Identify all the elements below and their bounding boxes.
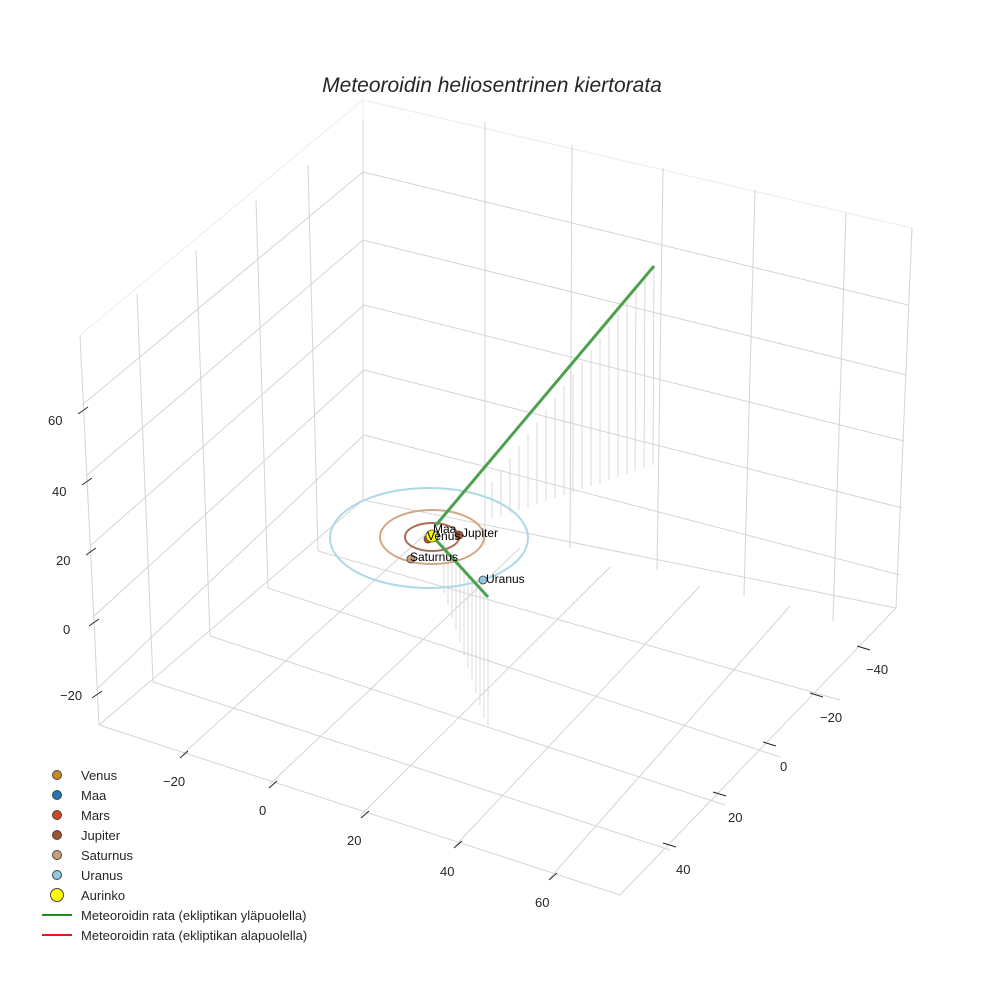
legend-item-jupiter[interactable]: Jupiter: [40, 825, 307, 845]
y-tick-40: 40: [676, 862, 690, 877]
jupiter-dot-icon: [52, 830, 62, 840]
left-wall-grid: [79, 120, 365, 726]
red-line-icon: [42, 934, 72, 936]
legend-item-saturnus[interactable]: Saturnus: [40, 845, 307, 865]
venus-dot-icon: [52, 770, 62, 780]
x-tick-minus20: −20: [163, 774, 185, 789]
z-tick-0: 0: [63, 622, 70, 637]
uranus-marker: [478, 575, 488, 585]
legend-label: Venus: [81, 767, 118, 783]
label-saturnus: Saturnus: [410, 550, 458, 564]
green-line-icon: [42, 914, 72, 916]
legend-item-maa[interactable]: Maa: [40, 785, 307, 805]
chart-title: Meteoroidin heliosentrinen kiertorata: [322, 74, 662, 97]
sun-dot-icon: [50, 888, 64, 902]
saturnus-orbit: [379, 509, 485, 565]
jupiter-marker: [454, 530, 464, 540]
z-tick-40: 40: [52, 484, 66, 499]
uranus-orbit: [329, 487, 529, 589]
label-venus: Venus: [427, 529, 460, 543]
legend-label: Aurinko: [81, 887, 126, 903]
y-tick-20: 20: [728, 810, 742, 825]
legend-label: Meteoroidin rata (ekliptikan alapuolella…: [81, 927, 308, 943]
sun-marker: [425, 529, 439, 543]
legend-label: Uranus: [81, 867, 123, 883]
maa-dot-icon: [52, 790, 62, 800]
right-wall-grid: [362, 122, 913, 622]
z-tick-20: 20: [56, 553, 70, 568]
legend-label: Meteoroidin rata (ekliptikan yläpuolella…: [81, 907, 307, 923]
z-tick-minus20: −20: [60, 688, 82, 703]
pane-edges: [79, 99, 913, 500]
label-jupiter: Jupiter: [462, 526, 498, 540]
legend-label: Jupiter: [81, 827, 121, 843]
x-tick-40: 40: [440, 864, 454, 879]
x-tick-0: 0: [259, 803, 266, 818]
legend-item-uranus[interactable]: Uranus: [40, 865, 307, 885]
legend: Venus Maa Mars Jupiter Saturnus Uranus A…: [40, 765, 307, 945]
x-tick-60: 60: [535, 895, 549, 910]
legend-item-mars[interactable]: Mars: [40, 805, 307, 825]
legend-label: Saturnus: [81, 847, 134, 863]
saturnus-marker: [406, 554, 416, 564]
y-tick-minus20: −20: [820, 710, 842, 725]
legend-item-venus[interactable]: Venus: [40, 765, 307, 785]
y-tick-0: 0: [780, 759, 787, 774]
legend-label: Maa: [81, 787, 107, 803]
y-tick-minus40: −40: [866, 662, 888, 677]
label-uranus: Uranus: [486, 572, 525, 586]
saturnus-dot-icon: [52, 850, 62, 860]
legend-item-trajectory-above[interactable]: Meteoroidin rata (ekliptikan yläpuolella…: [40, 905, 307, 925]
orbits: [329, 487, 529, 589]
planets: [406, 529, 488, 585]
uranus-dot-icon: [52, 870, 62, 880]
meteoroid-trajectory: [434, 265, 656, 599]
mars-dot-icon: [52, 810, 62, 820]
legend-item-aurinko[interactable]: Aurinko: [40, 885, 307, 905]
drop-lines-lower: [443, 542, 489, 725]
legend-item-trajectory-below[interactable]: Meteoroidin rata (ekliptikan alapuolella…: [40, 925, 307, 945]
drop-lines-upper: [491, 265, 655, 519]
label-maa: Maa: [433, 522, 457, 536]
axis-ticks: [77, 406, 871, 881]
x-tick-20: 20: [347, 833, 361, 848]
legend-label: Mars: [81, 807, 110, 823]
z-tick-60: 60: [48, 413, 62, 428]
